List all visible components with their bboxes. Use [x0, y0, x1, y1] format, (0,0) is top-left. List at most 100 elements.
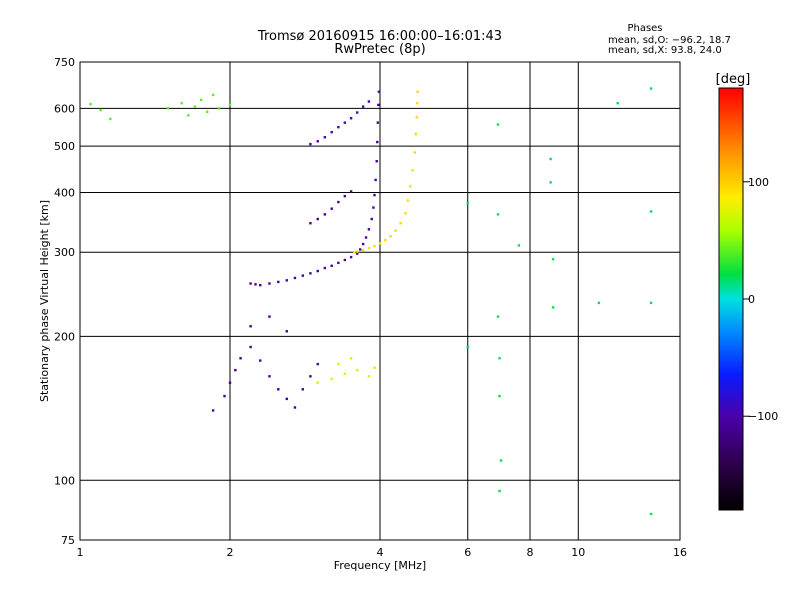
data-point — [378, 242, 382, 245]
data-point — [355, 111, 359, 114]
data-point — [277, 388, 280, 391]
data-point — [349, 357, 353, 360]
data-point — [364, 236, 368, 239]
data-point — [355, 368, 359, 372]
x-axis-label: Frequency [MHz] — [334, 559, 426, 572]
data-point — [399, 222, 402, 225]
data-point — [499, 459, 503, 462]
data-point — [337, 362, 340, 366]
x-tick-label: 8 — [527, 546, 534, 559]
data-point — [109, 117, 112, 121]
y-axis-label: Stationary phase Virtual Height [km] — [38, 200, 51, 402]
data-point — [309, 375, 312, 378]
data-point — [376, 140, 379, 144]
data-point — [411, 169, 414, 172]
y-tick-label: 400 — [54, 186, 75, 199]
chart-title: Tromsø 20160915 16:00:00–16:01:43 — [257, 29, 502, 44]
data-point — [349, 117, 353, 120]
data-point — [549, 181, 552, 184]
x-axis-ticks: 1 2 4 6 8 10 16 — [77, 546, 688, 559]
data-point — [249, 345, 252, 349]
data-point — [316, 140, 319, 143]
data-point — [343, 372, 347, 376]
x-tick-label: 1 — [77, 546, 84, 559]
data-point — [649, 87, 653, 90]
data-point — [293, 276, 297, 280]
data-point — [496, 315, 500, 318]
data-point — [254, 283, 257, 286]
x-tick-label: 4 — [377, 546, 384, 559]
data-point — [415, 115, 418, 119]
colorbar-tick-label: 100 — [748, 176, 769, 189]
data-point — [285, 279, 288, 282]
data-point — [367, 375, 371, 378]
data-point — [199, 98, 203, 102]
data-point — [337, 125, 340, 129]
data-point — [415, 101, 419, 105]
data-point — [597, 301, 601, 305]
data-point — [374, 178, 377, 182]
data-point — [370, 217, 373, 221]
y-tick-label: 75 — [61, 534, 75, 547]
data-point — [616, 101, 619, 105]
data-point — [285, 397, 288, 401]
data-point — [234, 368, 237, 372]
y-tick-label: 600 — [54, 102, 75, 115]
data-point — [217, 107, 221, 110]
data-point — [355, 250, 359, 253]
data-point — [268, 282, 271, 285]
y-tick-label: 300 — [54, 246, 75, 259]
colorbar-tick-label: 0 — [748, 293, 755, 306]
data-point — [309, 222, 312, 225]
data-points — [89, 87, 653, 516]
data-point — [343, 258, 347, 262]
data-point — [301, 388, 305, 391]
data-point — [377, 103, 380, 107]
data-point — [89, 103, 92, 106]
data-point — [337, 200, 340, 204]
data-point — [496, 213, 500, 216]
y-axis-ticks: 75 100 200 300 400 500 600 750 — [54, 56, 75, 547]
data-point — [211, 409, 215, 412]
data-point — [309, 272, 312, 275]
data-point — [193, 105, 197, 108]
data-point — [323, 266, 327, 270]
y-tick-label: 100 — [54, 474, 75, 487]
data-point — [373, 193, 376, 197]
data-point — [384, 238, 387, 242]
data-point — [352, 251, 356, 254]
data-point — [180, 101, 183, 105]
data-point — [277, 280, 280, 284]
data-point — [496, 123, 500, 126]
data-point — [316, 269, 319, 273]
data-point — [343, 194, 347, 198]
data-point — [373, 366, 376, 369]
data-point — [99, 108, 102, 112]
data-point — [223, 394, 226, 398]
grid-lines — [80, 62, 680, 540]
data-point — [316, 362, 319, 366]
data-point — [649, 512, 653, 516]
phases-box-title: Phases — [627, 23, 662, 34]
data-point — [361, 105, 365, 108]
colorbar-tick-label: −100 — [748, 410, 778, 423]
data-point — [549, 157, 552, 161]
data-point — [259, 283, 262, 287]
data-point — [367, 228, 371, 231]
chart-subtitle: RwPretec (8p) — [334, 42, 425, 57]
data-point — [406, 199, 410, 202]
data-point — [413, 151, 417, 154]
data-point — [166, 107, 169, 110]
data-point — [285, 330, 288, 333]
data-point — [466, 201, 469, 205]
data-point — [316, 217, 319, 221]
data-point — [330, 264, 333, 267]
data-point — [375, 160, 378, 163]
data-point — [372, 206, 375, 209]
data-point — [228, 381, 232, 384]
data-point — [259, 359, 262, 362]
data-point — [301, 274, 305, 277]
x-tick-label: 16 — [673, 546, 687, 559]
data-point — [409, 185, 412, 188]
